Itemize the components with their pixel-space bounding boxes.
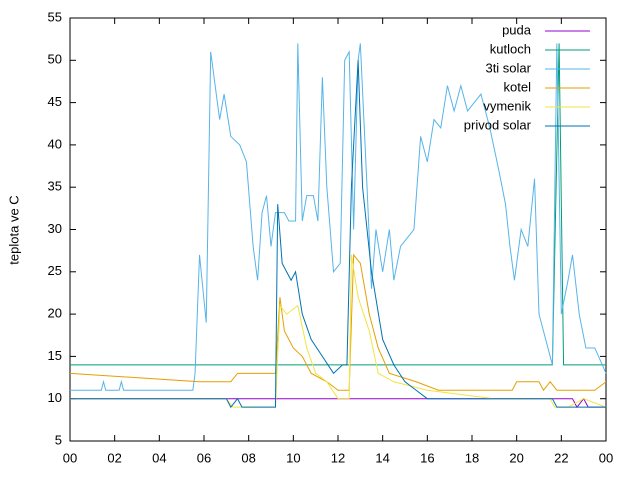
- x-tick-label: 08: [241, 450, 255, 465]
- y-tick-label: 35: [48, 179, 62, 194]
- y-tick-label: 40: [48, 136, 62, 151]
- x-tick-label: 04: [152, 450, 166, 465]
- y-tick-label: 30: [48, 221, 62, 236]
- legend-label: 3ti solar: [485, 60, 531, 75]
- x-tick-label: 10: [286, 450, 300, 465]
- y-tick-label: 25: [48, 263, 62, 278]
- x-tick-label: 14: [375, 450, 389, 465]
- series-line: [70, 397, 606, 409]
- legend-label: kutloch: [490, 41, 531, 56]
- legend-label: puda: [502, 22, 532, 37]
- y-tick-label: 45: [48, 94, 62, 109]
- x-tick-label: 12: [331, 450, 345, 465]
- series-line: [70, 254, 607, 408]
- y-tick-label: 20: [48, 306, 62, 321]
- x-tick-label: 22: [554, 450, 568, 465]
- series-line: [70, 43, 607, 391]
- series-line: [70, 43, 606, 366]
- x-tick-label: 16: [420, 450, 434, 465]
- series-line: [70, 60, 606, 409]
- y-tick-label: 5: [55, 432, 62, 447]
- series-line: [69, 253, 607, 392]
- x-tick-label: 00: [599, 450, 613, 465]
- y-tick-label: 15: [48, 348, 62, 363]
- y-axis-label: teplota ve C: [6, 195, 21, 264]
- x-tick-label: 20: [509, 450, 523, 465]
- legend-label: privod solar: [464, 117, 532, 132]
- y-tick-label: 50: [48, 52, 62, 67]
- x-tick-label: 18: [465, 450, 479, 465]
- y-tick-label: 55: [48, 9, 62, 24]
- x-tick-label: 06: [197, 450, 211, 465]
- x-tick-label: 00: [63, 450, 77, 465]
- y-tick-label: 10: [48, 390, 62, 405]
- x-tick-label: 02: [107, 450, 121, 465]
- legend-label: vymenik: [483, 98, 531, 113]
- legend-label: kotel: [504, 79, 532, 94]
